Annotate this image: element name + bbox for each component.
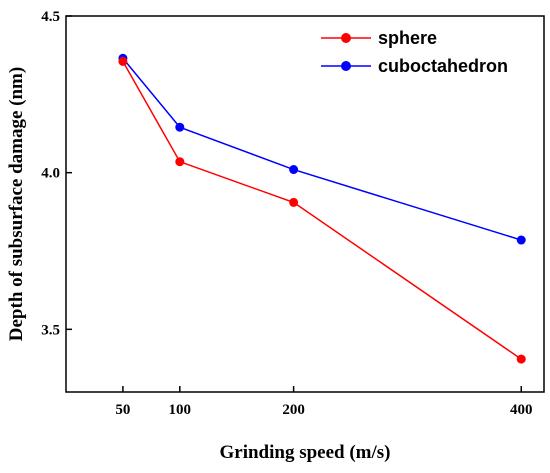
legend-item-cuboctahedron: cuboctahedron bbox=[321, 56, 508, 76]
x-axis-ticks: 50 100 200 400 bbox=[115, 386, 532, 418]
legend-item-sphere: sphere bbox=[321, 28, 437, 48]
y-axis-title: Depth of subsurface damage (nm) bbox=[6, 67, 27, 341]
point-cuboctahedron-100 bbox=[175, 122, 185, 132]
series-line-sphere bbox=[122, 61, 522, 360]
y-tick-label-3.5: 3.5 bbox=[41, 322, 60, 338]
plot-frame bbox=[65, 15, 545, 393]
x-tick-label-50: 50 bbox=[115, 402, 130, 418]
point-cuboctahedron-200 bbox=[289, 165, 299, 175]
x-tick-label-400: 400 bbox=[510, 402, 533, 418]
point-sphere-50 bbox=[118, 56, 128, 66]
y-tick-label-4.0: 4.0 bbox=[41, 166, 60, 182]
x-axis-title: Grinding speed (m/s) bbox=[219, 442, 390, 463]
x-tick-label-100: 100 bbox=[169, 402, 192, 418]
point-sphere-200 bbox=[289, 197, 299, 207]
legend-marker-sphere bbox=[341, 33, 351, 43]
legend-marker-cuboctahedron bbox=[341, 61, 351, 71]
legend: sphere cuboctahedron bbox=[321, 28, 508, 76]
series-layer bbox=[118, 53, 526, 364]
y-axis-ticks: 3.5 4.0 4.5 bbox=[41, 9, 72, 338]
series-line-cuboctahedron bbox=[122, 57, 522, 241]
point-cuboctahedron-400 bbox=[516, 235, 526, 245]
legend-label-cuboctahedron: cuboctahedron bbox=[378, 56, 508, 76]
y-tick-label-4.5: 4.5 bbox=[41, 9, 60, 25]
point-sphere-100 bbox=[175, 157, 185, 167]
legend-label-sphere: sphere bbox=[378, 28, 437, 48]
x-tick-label-200: 200 bbox=[282, 402, 305, 418]
point-sphere-400 bbox=[516, 354, 526, 364]
